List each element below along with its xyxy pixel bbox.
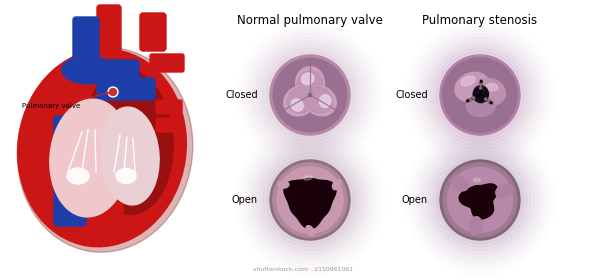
Circle shape (487, 100, 490, 102)
Text: Pulmonary stenosis: Pulmonary stenosis (422, 13, 538, 27)
Ellipse shape (304, 86, 336, 116)
Circle shape (273, 163, 347, 237)
FancyBboxPatch shape (140, 13, 166, 51)
Circle shape (443, 58, 517, 132)
FancyBboxPatch shape (54, 116, 86, 226)
Circle shape (267, 157, 353, 244)
Circle shape (267, 52, 353, 139)
Ellipse shape (469, 217, 482, 235)
Ellipse shape (319, 95, 331, 108)
Circle shape (440, 55, 520, 135)
Circle shape (485, 98, 487, 100)
Circle shape (270, 160, 350, 240)
Text: shutterstock.com · 2150961061: shutterstock.com · 2150961061 (253, 267, 353, 272)
Ellipse shape (455, 72, 489, 102)
FancyBboxPatch shape (156, 100, 182, 114)
Ellipse shape (296, 67, 324, 99)
Ellipse shape (461, 76, 475, 86)
Ellipse shape (306, 226, 314, 236)
Polygon shape (459, 184, 498, 219)
Polygon shape (284, 178, 336, 229)
Text: Open: Open (402, 195, 428, 205)
Ellipse shape (50, 99, 130, 217)
Circle shape (436, 52, 524, 139)
FancyBboxPatch shape (85, 60, 139, 81)
Ellipse shape (301, 73, 314, 85)
Circle shape (480, 83, 482, 86)
Circle shape (110, 88, 116, 95)
Ellipse shape (333, 179, 341, 190)
Ellipse shape (473, 178, 481, 182)
Ellipse shape (284, 86, 316, 116)
Circle shape (308, 94, 311, 97)
Circle shape (263, 48, 357, 142)
Ellipse shape (278, 181, 289, 188)
Circle shape (433, 153, 527, 247)
FancyBboxPatch shape (97, 5, 121, 53)
Circle shape (479, 87, 482, 89)
Circle shape (433, 48, 527, 142)
Ellipse shape (101, 107, 159, 205)
Ellipse shape (67, 168, 89, 184)
FancyBboxPatch shape (97, 192, 123, 238)
Circle shape (108, 87, 118, 97)
Ellipse shape (18, 49, 186, 247)
Ellipse shape (304, 176, 312, 180)
FancyBboxPatch shape (150, 54, 184, 72)
Ellipse shape (496, 184, 513, 198)
Ellipse shape (474, 78, 505, 105)
Ellipse shape (467, 96, 495, 116)
FancyBboxPatch shape (156, 118, 182, 132)
FancyBboxPatch shape (97, 78, 155, 100)
Circle shape (273, 58, 347, 132)
Text: Normal pulmonary valve: Normal pulmonary valve (237, 13, 383, 27)
Circle shape (469, 98, 471, 101)
Circle shape (263, 153, 357, 247)
Ellipse shape (473, 86, 488, 102)
Ellipse shape (287, 87, 315, 113)
Text: Pulmonary valve: Pulmonary valve (22, 92, 109, 109)
Circle shape (443, 163, 517, 237)
Ellipse shape (83, 69, 173, 214)
Ellipse shape (486, 83, 498, 91)
Circle shape (440, 160, 520, 240)
Ellipse shape (116, 169, 136, 183)
Circle shape (473, 97, 475, 99)
Text: Open: Open (232, 195, 258, 205)
Circle shape (270, 55, 350, 135)
Ellipse shape (17, 48, 193, 252)
Ellipse shape (305, 87, 333, 113)
Circle shape (277, 167, 343, 233)
FancyBboxPatch shape (73, 17, 99, 78)
Text: Closed: Closed (225, 90, 258, 100)
Ellipse shape (452, 176, 468, 191)
Circle shape (447, 167, 513, 233)
Ellipse shape (291, 99, 303, 111)
Ellipse shape (298, 71, 322, 99)
Ellipse shape (62, 56, 114, 84)
Circle shape (436, 157, 524, 244)
Text: Closed: Closed (395, 90, 428, 100)
